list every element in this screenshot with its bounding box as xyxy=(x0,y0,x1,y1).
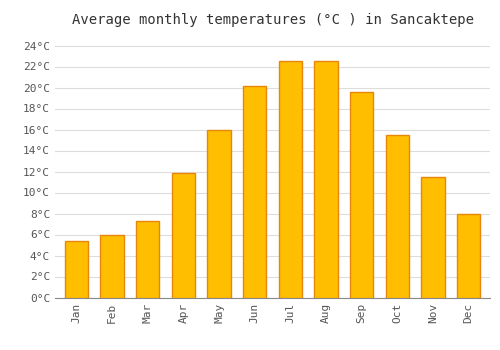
Bar xyxy=(386,135,409,298)
Bar xyxy=(136,221,160,298)
Bar xyxy=(457,214,480,298)
Bar xyxy=(65,241,88,298)
Bar xyxy=(422,177,444,298)
Bar xyxy=(278,61,302,298)
Bar xyxy=(100,234,124,298)
Bar xyxy=(172,173,195,298)
Bar xyxy=(350,92,373,298)
Bar xyxy=(314,61,338,298)
Title: Average monthly temperatures (°C ) in Sancaktepe: Average monthly temperatures (°C ) in Sa… xyxy=(72,13,473,27)
Bar xyxy=(208,130,231,298)
Bar xyxy=(243,86,266,298)
